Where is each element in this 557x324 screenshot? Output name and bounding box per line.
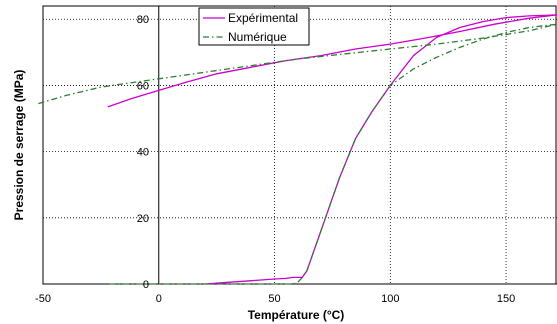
tick-labels: -50 0 50 100 150 0 20 40 60 80 xyxy=(35,14,515,305)
y-tick-label: 20 xyxy=(137,213,149,225)
x-tick-label: 50 xyxy=(268,293,280,305)
plot-area xyxy=(42,5,557,285)
series-line-numerique xyxy=(38,23,557,285)
x-tick-label: 150 xyxy=(497,293,515,305)
y-tick-label: 40 xyxy=(137,147,149,159)
legend-label-experimental: Expérimental xyxy=(228,11,298,25)
zero-axes xyxy=(43,6,557,285)
x-tick-label: 100 xyxy=(381,293,399,305)
x-axis-label: Température (°C) xyxy=(248,308,345,322)
x-tick-label: -50 xyxy=(35,293,51,305)
legend-box xyxy=(198,7,310,46)
y-tick-label: 0 xyxy=(143,279,149,291)
y-tick-label: 80 xyxy=(137,14,149,26)
legend: Expérimental Numérique xyxy=(198,7,310,46)
y-axis-label: Pression de serrage (MPa) xyxy=(12,70,26,221)
grid xyxy=(43,6,557,284)
x-tick-label: 0 xyxy=(156,293,162,305)
legend-label-numerique: Numérique xyxy=(228,30,287,44)
series-lines xyxy=(38,14,557,285)
y-tick-label: 60 xyxy=(137,80,149,92)
